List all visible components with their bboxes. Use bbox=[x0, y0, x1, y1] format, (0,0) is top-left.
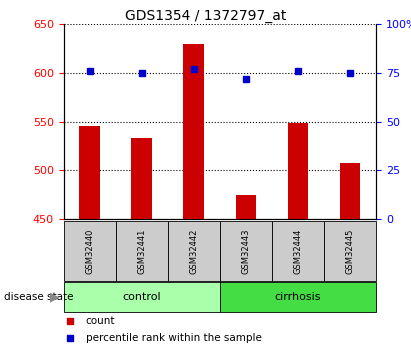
Bar bbox=[183, 44, 204, 219]
Bar bbox=[132, 138, 152, 219]
Text: GSM32441: GSM32441 bbox=[137, 228, 146, 274]
FancyBboxPatch shape bbox=[64, 282, 220, 312]
Text: GSM32445: GSM32445 bbox=[346, 228, 355, 274]
FancyBboxPatch shape bbox=[116, 221, 168, 281]
Text: control: control bbox=[122, 292, 161, 302]
Bar bbox=[288, 122, 308, 219]
Text: GSM32443: GSM32443 bbox=[241, 228, 250, 274]
FancyBboxPatch shape bbox=[64, 221, 116, 281]
Text: GSM32440: GSM32440 bbox=[85, 228, 94, 274]
Text: GSM32442: GSM32442 bbox=[189, 228, 199, 274]
Bar bbox=[339, 162, 360, 219]
Text: disease state: disease state bbox=[4, 292, 74, 302]
Bar bbox=[79, 126, 100, 219]
Text: count: count bbox=[85, 316, 115, 326]
Text: GDS1354 / 1372797_at: GDS1354 / 1372797_at bbox=[125, 9, 286, 23]
Text: percentile rank within the sample: percentile rank within the sample bbox=[85, 333, 261, 343]
Text: GSM32444: GSM32444 bbox=[293, 228, 302, 274]
Text: cirrhosis: cirrhosis bbox=[275, 292, 321, 302]
FancyBboxPatch shape bbox=[324, 221, 376, 281]
FancyBboxPatch shape bbox=[220, 282, 376, 312]
FancyBboxPatch shape bbox=[220, 221, 272, 281]
FancyBboxPatch shape bbox=[272, 221, 324, 281]
Bar bbox=[236, 195, 256, 219]
Text: ▶: ▶ bbox=[50, 290, 60, 304]
FancyBboxPatch shape bbox=[168, 221, 220, 281]
